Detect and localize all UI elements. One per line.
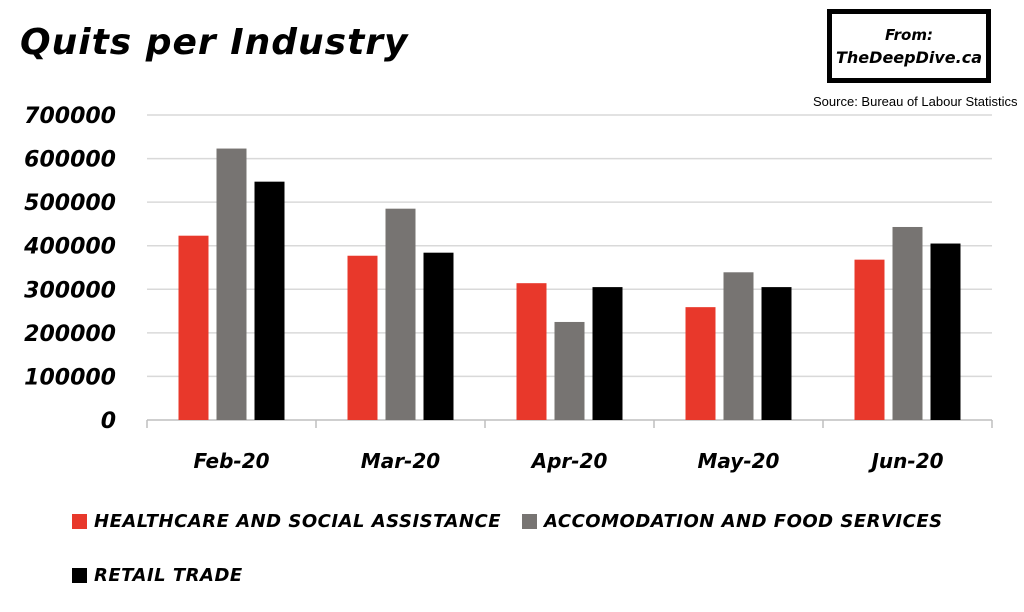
y-tick-label: 200000 xyxy=(24,322,116,347)
bar xyxy=(592,287,623,420)
bar xyxy=(423,252,454,420)
bar xyxy=(685,307,716,420)
bar xyxy=(723,272,754,420)
bar xyxy=(854,259,885,420)
x-tick-label: Apr-20 xyxy=(530,449,608,473)
source-note: Source: Bureau of Labour Statistics xyxy=(813,94,1018,109)
bar xyxy=(930,243,961,420)
y-tick-label: 400000 xyxy=(23,235,116,260)
legend-swatch xyxy=(72,514,87,529)
legend-item: ACCOMODATION AND FOOD SERVICES xyxy=(522,511,943,532)
x-tick-label: Feb-20 xyxy=(193,449,269,473)
x-tick-label: Jun-20 xyxy=(867,449,943,473)
y-tick-label: 100000 xyxy=(24,365,116,390)
bar xyxy=(892,226,923,420)
bar xyxy=(254,181,285,420)
x-tick-label: Mar-20 xyxy=(361,449,440,473)
legend-label: HEALTHCARE AND SOCIAL ASSISTANCE xyxy=(94,511,501,532)
brand-from-label: From: xyxy=(885,26,933,44)
brand-box: From: TheDeepDive.ca xyxy=(827,9,991,83)
y-tick-label: 0 xyxy=(101,409,116,434)
bar xyxy=(385,208,416,420)
bar xyxy=(516,283,547,420)
legend-swatch xyxy=(522,514,537,529)
x-tick-label: May-20 xyxy=(698,449,780,473)
legend-label: ACCOMODATION AND FOOD SERVICES xyxy=(544,511,943,532)
chart-title: Quits per Industry xyxy=(20,22,409,63)
bar xyxy=(761,287,792,420)
y-tick-label: 300000 xyxy=(24,278,116,303)
bar xyxy=(216,148,247,421)
bar xyxy=(554,321,585,420)
y-tick-label: 700000 xyxy=(24,104,116,129)
bar xyxy=(178,235,209,420)
bar xyxy=(347,255,378,420)
y-tick-label: 600000 xyxy=(24,148,116,173)
brand-site-label: TheDeepDive.ca xyxy=(836,48,982,67)
legend-item: HEALTHCARE AND SOCIAL ASSISTANCE xyxy=(72,511,501,532)
legend-item: RETAIL TRADE xyxy=(72,565,243,586)
y-tick-label: 500000 xyxy=(24,191,116,216)
legend-label: RETAIL TRADE xyxy=(94,565,243,586)
legend-swatch xyxy=(72,568,87,583)
